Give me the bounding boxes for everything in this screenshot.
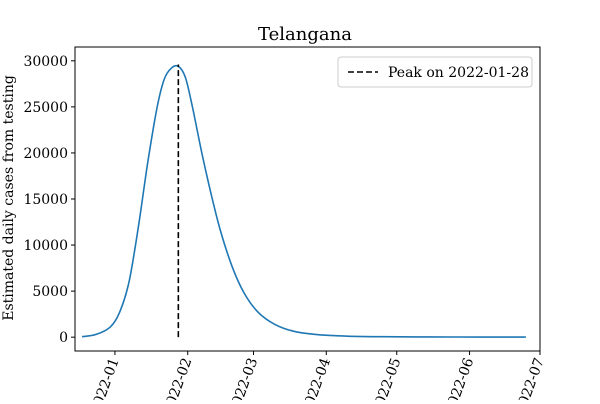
x-tick-label: 2022-03 [226, 356, 261, 400]
y-tick-label: 10000 [23, 238, 68, 254]
y-tick-label: 20000 [23, 146, 68, 162]
x-tick-label: 2022-01 [88, 356, 123, 400]
x-tick-label: 2022-05 [370, 356, 405, 400]
legend-box [337, 56, 533, 88]
y-tick-label: 25000 [23, 100, 68, 116]
series-line-0 [81, 64, 526, 338]
legend: Peak on 2022-01-28 [337, 56, 533, 88]
y-tick-label: 30000 [23, 54, 68, 70]
x-tick-label: 2022-02 [161, 356, 196, 400]
x-tick-label: 2022-07 [513, 356, 548, 400]
y-axis-label: Estimated daily cases from testing [1, 75, 17, 321]
y-tick-label: 5000 [32, 284, 68, 300]
y-tick-label: 15000 [23, 192, 68, 208]
x-tick-label: 2022-06 [442, 356, 477, 400]
chart-title: Telangana [258, 24, 352, 45]
axes-frame [74, 46, 541, 352]
x-tick-label: 2022-04 [299, 356, 334, 400]
legend-label-peak: Peak on 2022-01-28 [388, 65, 529, 81]
y-tick-label: 0 [59, 330, 68, 346]
plot-area: 0 5000 10000 15000 20000 25000 30000 2022-01 202… [23, 46, 548, 404]
